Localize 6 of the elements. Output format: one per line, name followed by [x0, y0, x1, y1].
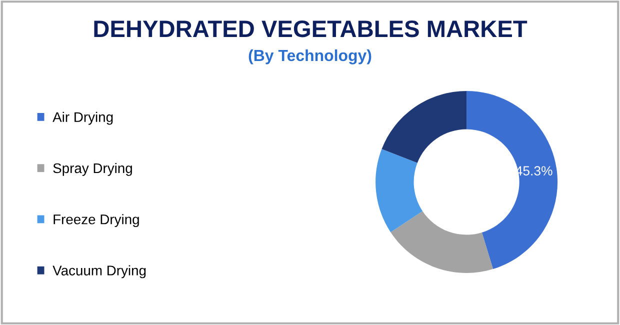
legend-label: Freeze Drying	[54, 214, 139, 228]
legend-label: Spray Drying	[53, 162, 132, 176]
chart-subtitle: (By Technology)	[248, 49, 372, 64]
legend-label: Vacuum Drying	[52, 265, 146, 278]
chart-title: DEHYDRATED VEGETABLES MARKET	[94, 20, 528, 38]
legend-label: Air Drying	[52, 112, 113, 125]
